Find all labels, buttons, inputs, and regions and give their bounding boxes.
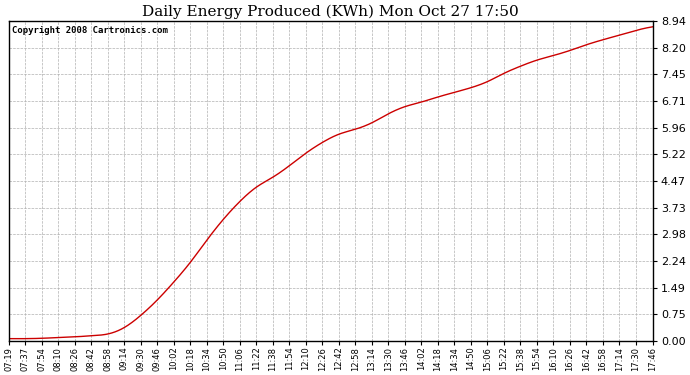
Title: Daily Energy Produced (KWh) Mon Oct 27 17:50: Daily Energy Produced (KWh) Mon Oct 27 1… <box>142 4 519 18</box>
Text: Copyright 2008 Cartronics.com: Copyright 2008 Cartronics.com <box>12 26 168 35</box>
